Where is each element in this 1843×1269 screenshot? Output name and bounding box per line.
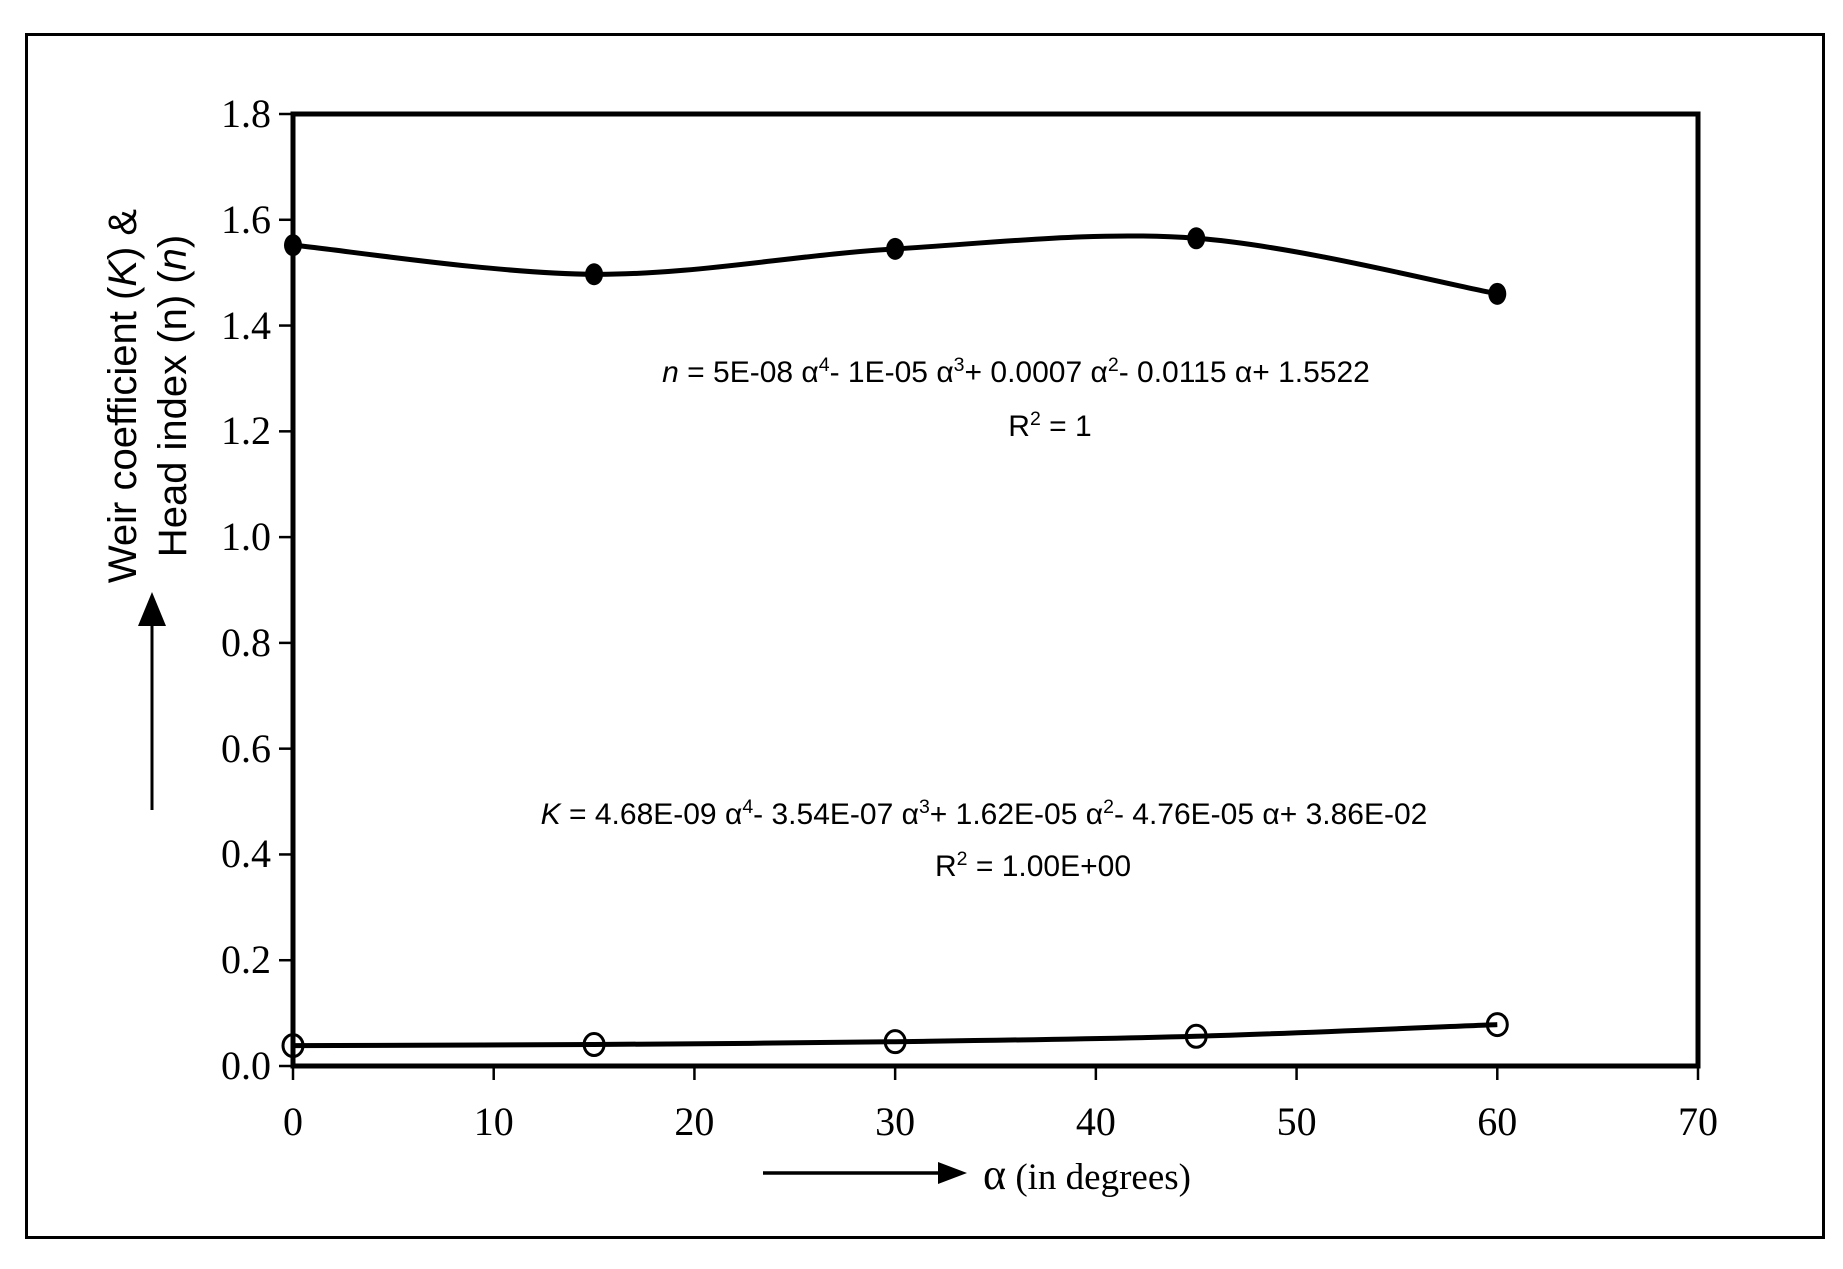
x-tick-label: 10 (473, 1099, 514, 1144)
plot-frame (290, 111, 1701, 1069)
n-equation-annotation: n = 5E-08 α4- 1E-05 α3+ 0.0007 α2- 0.011… (662, 354, 1370, 389)
x-axis-label: α (in degrees) (983, 1150, 1191, 1199)
y-tick-label: 0.4 (221, 831, 271, 877)
figure-border (25, 33, 1825, 1239)
y-tick-label: 1.2 (221, 408, 271, 454)
k-r-squared-annotation: R2 = 1.00E+00 (934, 848, 1132, 883)
k-series-data-point (1184, 1023, 1208, 1049)
y-tick-label: 0.2 (221, 937, 271, 983)
y-tick-label: 1.8 (221, 91, 271, 136)
plot-area (279, 111, 1701, 1080)
x-tick-label: 20 (674, 1099, 715, 1144)
x-tick-label: 30 (875, 1099, 916, 1144)
data-series (281, 227, 1509, 1059)
n-r-squared-annotation: R2 = 1 (1008, 408, 1092, 443)
y-tick-label: 0.8 (221, 619, 271, 665)
x-tick-label: 60 (1477, 1099, 1518, 1144)
x-tick-label: 50 (1276, 1099, 1317, 1144)
n-series-data-point (585, 263, 604, 286)
y-tick-label: 1.6 (221, 196, 271, 242)
k-series-data-point (582, 1032, 606, 1058)
y-tick-label: 1.0 (221, 514, 271, 560)
y-tick-label: 0.6 (221, 725, 271, 771)
y-tick-label: 0.0 (221, 1043, 271, 1088)
k-series-data-point (1485, 1012, 1509, 1038)
n-series-data-point (1187, 227, 1206, 250)
y-axis-label-line1: Weir coefficient (K) & (101, 208, 145, 584)
y-axis-arrow-icon (138, 592, 166, 810)
n-series-data-point (1488, 282, 1507, 305)
y-tick-label: 1.4 (221, 302, 271, 348)
x-tick-label: 0 (283, 1099, 303, 1144)
k-series-data-point (883, 1029, 907, 1055)
k-series-data-point (281, 1033, 305, 1059)
k-equation-annotation: K = 4.68E-09 α4- 3.54E-07 α3+ 1.62E-05 α… (540, 796, 1428, 831)
axis-ticks (279, 112, 1700, 1080)
k-series-curve (292, 1022, 1498, 1049)
x-tick-label: 70 (1678, 1099, 1718, 1144)
n-series-data-point (284, 234, 302, 257)
x-axis-arrow-icon (763, 1162, 967, 1184)
n-series-data-point (886, 237, 905, 260)
x-tick-label: 40 (1075, 1099, 1116, 1144)
